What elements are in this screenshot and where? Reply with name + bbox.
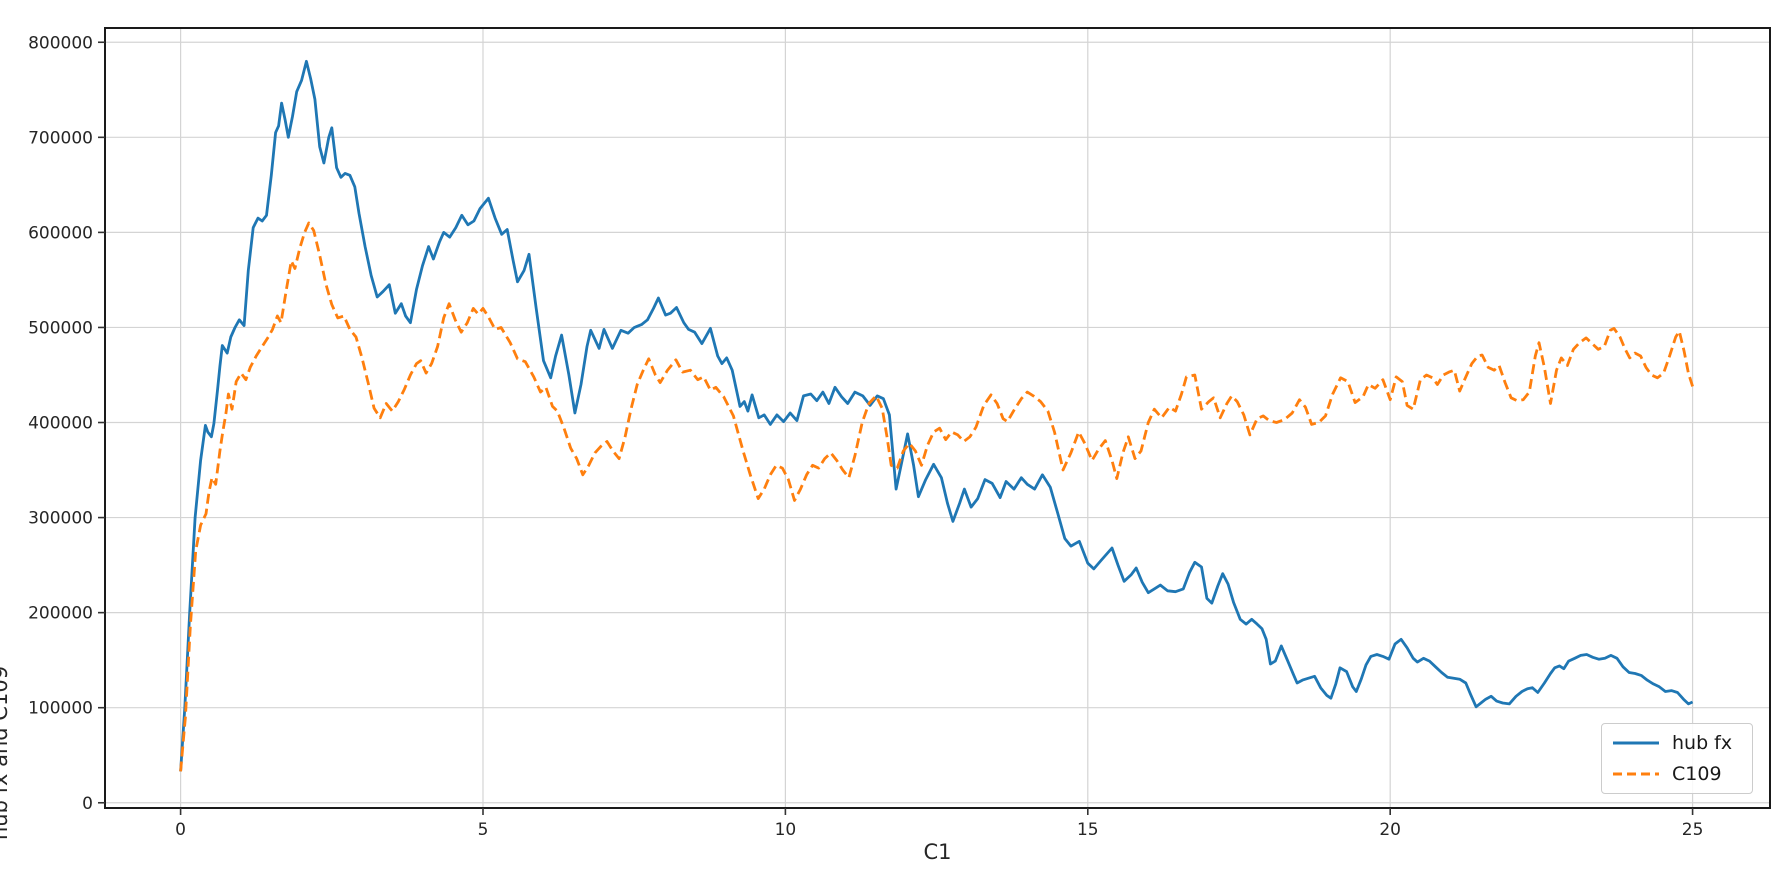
legend-line-c109-icon bbox=[1613, 772, 1659, 776]
legend-item-hub-fx: hub fx bbox=[1612, 732, 1752, 754]
legend-label-hub-fx: hub fx bbox=[1672, 732, 1733, 755]
y-tick-label: 100000 bbox=[28, 699, 93, 719]
y-tick-label: 500000 bbox=[28, 318, 93, 338]
x-tick-label: 0 bbox=[175, 820, 186, 840]
series-line-c109 bbox=[179, 221, 1694, 772]
y-tick-label: 800000 bbox=[28, 33, 93, 53]
legend-label-c109: C109 bbox=[1672, 762, 1722, 785]
x-tick-label: 20 bbox=[1379, 820, 1401, 840]
y-tick-label: 600000 bbox=[28, 223, 93, 243]
legend-line-hub-fx-icon bbox=[1613, 741, 1659, 745]
series-line-hub-fx bbox=[179, 59, 1694, 772]
y-tick-label: 300000 bbox=[28, 509, 93, 529]
y-tick-label: 200000 bbox=[28, 604, 93, 624]
y-axis-label: hub fx and C109 bbox=[0, 665, 12, 840]
x-tick-label: 5 bbox=[478, 820, 489, 840]
y-tick-label: 700000 bbox=[28, 128, 93, 148]
legend-item-c109: C109 bbox=[1612, 763, 1752, 785]
x-tick-label: 25 bbox=[1682, 820, 1704, 840]
x-tick-label: 15 bbox=[1077, 820, 1099, 840]
y-tick-label: 0 bbox=[82, 794, 93, 814]
y-tick-label: 400000 bbox=[28, 414, 93, 434]
x-tick-label: 10 bbox=[775, 820, 797, 840]
x-axis-label: C1 bbox=[923, 840, 952, 864]
legend: hub fx C109 bbox=[1601, 723, 1753, 794]
plot-border bbox=[104, 27, 1771, 809]
